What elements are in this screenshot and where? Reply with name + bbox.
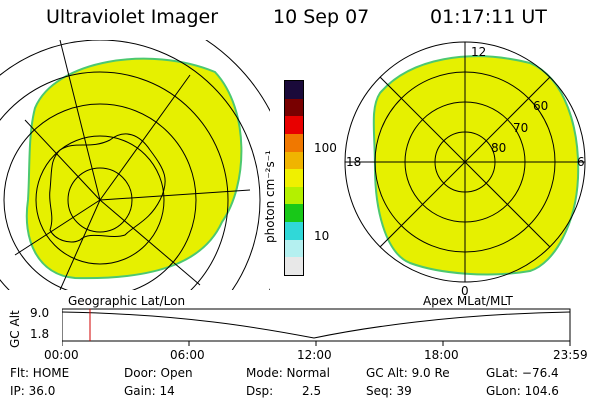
colorbar-segment xyxy=(285,80,303,99)
dsp-label: Dsp: xyxy=(246,384,274,398)
altitude-curve xyxy=(62,311,571,339)
aurora-emission-region xyxy=(372,55,580,276)
colorbar-segment xyxy=(285,257,303,275)
glat-info: GLat: −76.4 xyxy=(486,366,559,380)
mlat-label-60: 60 xyxy=(533,99,548,113)
colorbar-segment xyxy=(285,169,303,187)
mlat-label-80: 80 xyxy=(491,141,506,155)
ip-info: IP: 36.0 xyxy=(10,384,56,398)
colorbar-segment xyxy=(285,204,303,223)
left-panel-caption: Geographic Lat/Lon xyxy=(68,294,186,308)
right-panel-caption: Apex MLat/MLT xyxy=(423,294,513,308)
mlt-label-12: 12 xyxy=(471,45,486,59)
colorbar xyxy=(284,80,304,276)
colorbar-tick-100: 100 xyxy=(314,141,337,155)
time-tick-1800: 18:00 xyxy=(424,348,459,362)
mlt-label-6: 6 xyxy=(577,155,585,169)
altitude-y-bottom: 1.8 xyxy=(30,327,50,341)
date-label: 10 Sep 07 xyxy=(273,6,370,28)
altitude-y-top: 9.0 xyxy=(30,306,50,320)
time-tick-2359: 23:59 xyxy=(553,348,588,362)
time-tick-0600: 06:00 xyxy=(170,348,205,362)
geographic-image-panel xyxy=(0,40,270,290)
aurora-emission-region xyxy=(25,57,243,280)
time-label: 01:17:11 UT xyxy=(430,6,547,28)
antarctic-coastline xyxy=(49,133,166,243)
time-tick-1200: 12:00 xyxy=(297,348,332,362)
altitude-axis-title: GC Alt xyxy=(8,310,22,348)
mlt-label-18: 18 xyxy=(346,155,361,169)
colorbar-segment xyxy=(285,98,303,117)
glon-info: GLon: 104.6 xyxy=(486,384,559,398)
colorbar-segment xyxy=(285,239,303,258)
altitude-plot xyxy=(62,308,571,346)
colorbar-segment xyxy=(285,186,303,205)
colorbar-segment xyxy=(285,151,303,170)
colorbar-segment xyxy=(285,116,303,134)
mode-info: Mode: Normal xyxy=(246,366,330,380)
altitude-plot-frame xyxy=(62,308,571,342)
gain-info: Gain: 14 xyxy=(124,384,175,398)
colorbar-unit-label: photon cm⁻²s⁻¹ xyxy=(263,150,277,243)
mlat-label-70: 70 xyxy=(513,121,528,135)
magnetic-image-panel: 12 18 6 0 60 70 80 xyxy=(344,41,586,298)
gc-alt-info: GC Alt: 9.0 Re xyxy=(366,366,450,380)
mlt-label-0: 0 xyxy=(461,284,469,298)
flight-info: Flt: HOME xyxy=(10,366,70,380)
sequence-info: Seq: 39 xyxy=(366,384,412,398)
colorbar-segment xyxy=(285,133,303,152)
colorbar-tick-10: 10 xyxy=(314,229,330,243)
instrument-title: Ultraviolet Imager xyxy=(46,6,219,28)
colorbar-segment xyxy=(285,222,303,240)
dsp-value: 2.5 xyxy=(302,384,322,398)
time-tick-0000: 00:00 xyxy=(44,348,79,362)
door-info: Door: Open xyxy=(124,366,193,380)
